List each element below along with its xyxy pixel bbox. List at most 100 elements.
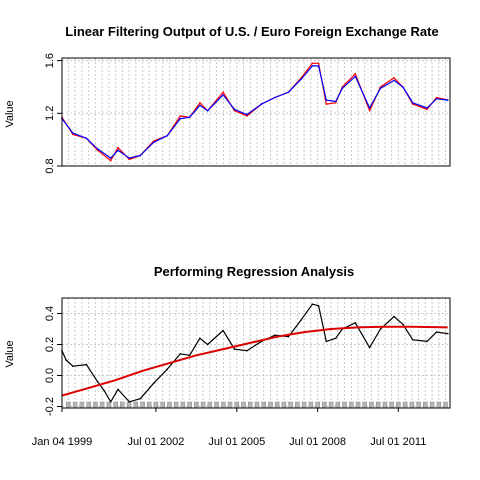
rug-mark-25	[234, 401, 240, 409]
rug-mark-27	[248, 401, 253, 409]
point-residual-26	[334, 337, 337, 340]
rug-mark-34	[295, 401, 300, 409]
rug-mark-18	[187, 401, 192, 409]
rug-mark-46	[375, 401, 381, 409]
rug-mark-6	[106, 401, 112, 409]
y-tick-label-0: 0.8	[44, 158, 56, 173]
regression-chart: Performing Regression Analysis Value -0.…	[4, 264, 451, 448]
point-filtered-23	[325, 99, 328, 101]
point-residual-21	[287, 335, 290, 338]
series-residual	[61, 303, 448, 403]
point-residual-23	[311, 303, 314, 306]
point-residual-22	[300, 318, 303, 321]
filtering-chart-series	[61, 62, 449, 162]
x-tick-label-1: Jul 01 2002	[127, 436, 184, 448]
rug-mark-38	[322, 401, 327, 409]
rug-mark-28	[254, 401, 260, 409]
rug-mark-53	[423, 401, 428, 409]
rug-mark-52	[416, 401, 421, 409]
series-fit	[61, 325, 448, 397]
rug-mark-41	[342, 401, 347, 409]
point-residual-24	[317, 304, 320, 307]
point-raw-31	[412, 103, 414, 105]
regression-chart-frame	[61, 297, 451, 409]
point-filtered-32	[426, 107, 428, 109]
point-residual-30	[379, 328, 382, 330]
point-filtered-34	[446, 99, 449, 101]
point-filtered-25	[341, 87, 344, 90]
rug-mark-24	[227, 401, 233, 409]
rug-mark-40	[335, 401, 341, 409]
point-residual-17	[233, 348, 236, 350]
rug-mark-17	[180, 401, 186, 409]
x-tick-label-0: Jan 04 1999	[32, 436, 93, 448]
point-residual-9	[139, 397, 142, 400]
rug-mark-19	[194, 401, 199, 409]
point-raw-14	[222, 91, 224, 93]
rug-mark-55	[436, 401, 442, 409]
rug-mark-48	[389, 401, 394, 409]
point-filtered-16	[246, 113, 248, 116]
point-filtered-2	[85, 137, 88, 140]
regression-chart-x-axis: Jan 04 1999 Jul 01 2002 Jul 01 2005 Jul 01 …	[32, 408, 426, 448]
rug-mark-37	[315, 401, 320, 409]
rug-mark-23	[221, 401, 226, 409]
rug-mark-0	[66, 401, 71, 409]
point-filtered-21	[311, 65, 314, 67]
point-filtered-3	[96, 148, 99, 150]
filtering-chart-title: Linear Filtering Output of U.S. / Euro F…	[65, 24, 438, 39]
point-residual-10	[152, 382, 155, 385]
point-residual-5	[103, 390, 106, 392]
rug-mark-3	[86, 401, 91, 409]
rug-mark-7	[113, 401, 118, 409]
point-residual-4	[96, 380, 99, 383]
filtering-chart: Linear Filtering Output of U.S. / Euro F…	[4, 24, 451, 174]
point-raw-8	[152, 140, 155, 142]
point-residual-36	[446, 332, 449, 335]
filtering-chart-grid	[62, 58, 450, 167]
point-raw-33	[435, 96, 438, 99]
x-tick-label-4: Jul 01 2011	[370, 436, 426, 448]
rug-mark-39	[328, 401, 334, 409]
point-filtered-8	[152, 141, 155, 144]
point-residual-35	[435, 331, 438, 333]
point-raw-23	[325, 103, 328, 105]
point-raw-4	[109, 159, 112, 162]
point-residual-11	[166, 368, 168, 371]
point-raw-24	[334, 102, 337, 104]
rug-mark-4	[93, 401, 98, 409]
point-raw-26	[354, 73, 357, 75]
filtering-chart-ylabel: Value	[4, 100, 16, 127]
rug-mark-35	[301, 401, 307, 409]
point-filtered-10	[179, 117, 182, 120]
point-filtered-27	[368, 107, 371, 109]
point-filtered-24	[334, 100, 337, 103]
y-tick-label-2: 1.6	[44, 53, 56, 68]
rug-mark-51	[409, 401, 415, 409]
point-filtered-11	[188, 116, 191, 119]
point-filtered-31	[412, 102, 414, 104]
point-filtered-29	[393, 79, 395, 82]
regression-chart-title: Performing Regression Analysis	[154, 264, 354, 279]
point-filtered-33	[435, 98, 438, 100]
point-residual-8	[128, 401, 131, 403]
point-residual-15	[206, 343, 209, 346]
point-filtered-30	[402, 86, 404, 88]
point-filtered-17	[260, 103, 263, 105]
rug-mark-50	[402, 401, 408, 409]
rug-mark-8	[120, 401, 125, 409]
point-filtered-28	[379, 87, 382, 90]
rug-mark-1	[72, 401, 78, 409]
rug-mark-26	[241, 401, 246, 409]
point-filtered-22	[317, 65, 320, 67]
rug-mark-13	[153, 401, 159, 409]
point-residual-14	[199, 337, 201, 340]
y-tick-label-2: 0.2	[44, 337, 56, 352]
point-residual-6	[109, 401, 112, 403]
rug-mark-54	[429, 401, 435, 409]
y-tick-label-0: -0.2	[44, 397, 56, 416]
point-filtered-9	[166, 134, 168, 137]
point-filtered-12	[199, 104, 201, 107]
point-residual-13	[188, 354, 191, 357]
